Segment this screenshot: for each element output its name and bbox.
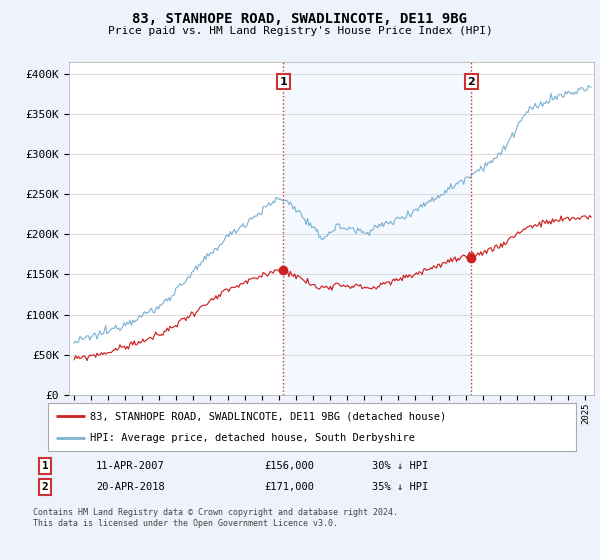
Text: £156,000: £156,000	[264, 461, 314, 471]
Text: 20-APR-2018: 20-APR-2018	[96, 482, 165, 492]
Text: 1: 1	[280, 77, 287, 87]
Text: 30% ↓ HPI: 30% ↓ HPI	[372, 461, 428, 471]
Text: 1: 1	[41, 461, 49, 471]
Text: Price paid vs. HM Land Registry's House Price Index (HPI): Price paid vs. HM Land Registry's House …	[107, 26, 493, 36]
Text: HPI: Average price, detached house, South Derbyshire: HPI: Average price, detached house, Sout…	[90, 433, 415, 443]
Text: 83, STANHOPE ROAD, SWADLINCOTE, DE11 9BG: 83, STANHOPE ROAD, SWADLINCOTE, DE11 9BG	[133, 12, 467, 26]
Text: 11-APR-2007: 11-APR-2007	[96, 461, 165, 471]
Text: 2: 2	[467, 77, 475, 87]
Text: Contains HM Land Registry data © Crown copyright and database right 2024.
This d: Contains HM Land Registry data © Crown c…	[33, 508, 398, 528]
Text: 35% ↓ HPI: 35% ↓ HPI	[372, 482, 428, 492]
Text: £171,000: £171,000	[264, 482, 314, 492]
Bar	[283, 62, 471, 395]
Text: 83, STANHOPE ROAD, SWADLINCOTE, DE11 9BG (detached house): 83, STANHOPE ROAD, SWADLINCOTE, DE11 9BG…	[90, 411, 446, 421]
Text: 2: 2	[41, 482, 49, 492]
